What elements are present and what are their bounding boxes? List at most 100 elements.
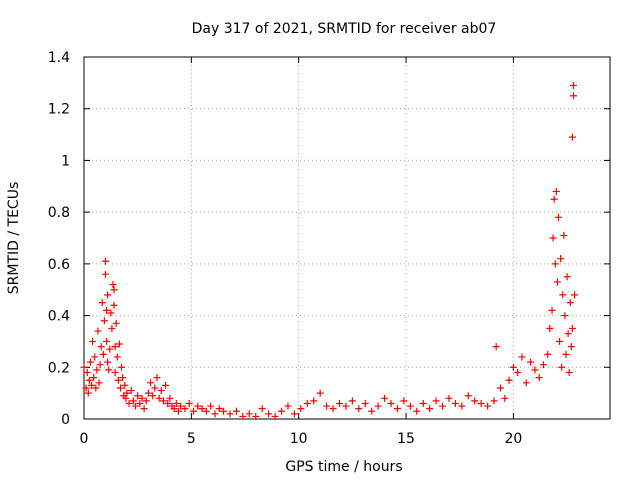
data-point — [501, 394, 509, 402]
data-point — [490, 397, 498, 405]
data-point — [97, 343, 105, 351]
data-points — [80, 81, 579, 420]
data-point — [556, 337, 564, 345]
data-point — [151, 384, 159, 392]
data-point — [83, 368, 91, 376]
data-point — [484, 402, 492, 410]
data-point — [458, 402, 466, 410]
data-point — [134, 392, 142, 400]
data-point — [563, 273, 571, 281]
data-point — [564, 330, 572, 338]
data-point — [419, 399, 427, 407]
x-tick-label: 20 — [504, 431, 522, 447]
data-point — [406, 402, 414, 410]
data-point — [114, 376, 122, 384]
data-point — [129, 397, 137, 405]
y-tick-label: 1.4 — [48, 50, 70, 66]
data-point — [568, 133, 576, 141]
data-point — [211, 410, 219, 418]
data-point — [96, 361, 104, 369]
data-point — [136, 399, 144, 407]
data-point — [142, 397, 150, 405]
data-point — [147, 379, 155, 387]
data-point — [562, 350, 570, 358]
data-point — [108, 325, 116, 332]
data-point — [348, 397, 356, 405]
data-point — [220, 407, 228, 415]
data-point — [215, 405, 223, 413]
data-point — [522, 379, 530, 387]
data-point — [566, 299, 574, 307]
data-point — [80, 363, 88, 371]
data-point — [549, 234, 557, 242]
data-point — [531, 366, 539, 374]
data-point — [90, 374, 98, 382]
data-point — [104, 358, 112, 366]
data-point — [92, 384, 100, 392]
data-point — [552, 187, 560, 195]
data-point — [548, 306, 556, 314]
data-point — [310, 397, 318, 405]
data-point — [561, 312, 569, 320]
data-point — [88, 381, 96, 389]
data-point — [153, 374, 161, 382]
data-point — [335, 399, 343, 407]
data-point — [149, 392, 157, 400]
data-point — [284, 402, 292, 410]
data-point — [400, 397, 408, 405]
data-point — [95, 379, 103, 387]
data-point — [103, 306, 111, 314]
data-point — [413, 407, 421, 415]
data-point — [202, 407, 210, 415]
data-point — [111, 343, 119, 351]
data-point — [110, 286, 118, 294]
grid-lines — [84, 57, 610, 419]
data-point — [355, 405, 363, 413]
data-point — [194, 402, 202, 410]
data-point — [127, 387, 135, 395]
data-point — [174, 407, 182, 415]
data-point — [464, 392, 472, 400]
data-point — [368, 407, 376, 415]
data-point — [93, 366, 101, 374]
data-point — [115, 340, 123, 348]
data-point — [393, 405, 401, 413]
data-point — [535, 374, 543, 382]
data-point — [170, 405, 178, 413]
data-point — [113, 353, 121, 361]
axis-ticks: 0 5 10 15 20 0 0.2 0.4 0.6 0.8 1 1.2 1.4 — [48, 50, 610, 447]
data-point — [239, 412, 247, 420]
data-point — [99, 350, 107, 358]
data-point — [172, 399, 180, 407]
data-point — [551, 260, 559, 268]
x-tick-label: 15 — [397, 431, 415, 447]
data-point — [323, 402, 331, 410]
data-point — [159, 397, 167, 405]
plot-area-frame — [83, 56, 611, 420]
x-tick-label: 5 — [187, 431, 196, 447]
data-point — [84, 389, 92, 397]
data-point — [505, 376, 513, 384]
data-point — [544, 350, 552, 358]
data-point — [162, 381, 170, 389]
data-point — [157, 387, 165, 395]
data-point — [361, 399, 369, 407]
data-point — [207, 402, 215, 410]
data-point — [104, 291, 112, 299]
data-point — [86, 358, 94, 366]
data-point — [177, 402, 185, 410]
y-tick-label: 0 — [61, 412, 70, 428]
data-point — [387, 399, 395, 407]
data-point — [226, 410, 234, 418]
data-point — [527, 358, 535, 366]
data-point — [252, 412, 260, 420]
data-point — [91, 353, 99, 361]
data-point — [316, 389, 324, 397]
data-point — [232, 407, 240, 415]
data-point — [290, 410, 298, 418]
y-tick-label: 0.4 — [48, 309, 70, 325]
data-point — [550, 195, 558, 203]
data-point — [565, 368, 573, 376]
data-point — [509, 363, 517, 371]
data-point — [245, 410, 253, 418]
